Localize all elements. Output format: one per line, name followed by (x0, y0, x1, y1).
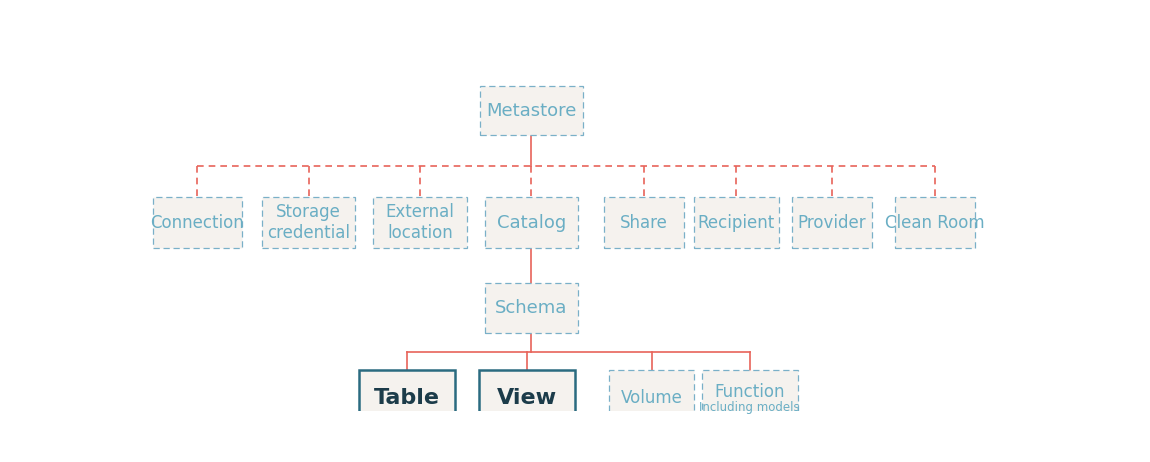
FancyBboxPatch shape (374, 197, 467, 249)
Text: Recipient: Recipient (698, 213, 775, 231)
Text: Function: Function (714, 383, 785, 401)
FancyBboxPatch shape (702, 370, 798, 425)
Text: Table: Table (374, 388, 439, 407)
FancyBboxPatch shape (478, 370, 575, 425)
Text: Including models: Including models (699, 401, 800, 414)
FancyBboxPatch shape (604, 197, 684, 249)
FancyBboxPatch shape (481, 85, 583, 135)
Text: Share: Share (620, 213, 668, 231)
FancyBboxPatch shape (895, 197, 975, 249)
FancyBboxPatch shape (695, 197, 779, 249)
Text: Clean Room: Clean Room (886, 213, 986, 231)
Text: Catalog: Catalog (497, 213, 566, 231)
Text: Connection: Connection (151, 213, 244, 231)
Text: Volume: Volume (621, 389, 683, 407)
Text: Schema: Schema (496, 299, 568, 317)
Text: View: View (497, 388, 557, 407)
FancyBboxPatch shape (610, 370, 695, 425)
FancyBboxPatch shape (484, 283, 578, 333)
Text: Metastore: Metastore (486, 102, 576, 120)
FancyBboxPatch shape (484, 197, 578, 249)
FancyBboxPatch shape (359, 370, 454, 425)
Text: Storage
credential: Storage credential (267, 203, 350, 242)
Text: External
location: External location (385, 203, 454, 242)
FancyBboxPatch shape (262, 197, 355, 249)
Text: Provider: Provider (797, 213, 866, 231)
FancyBboxPatch shape (153, 197, 242, 249)
FancyBboxPatch shape (791, 197, 872, 249)
